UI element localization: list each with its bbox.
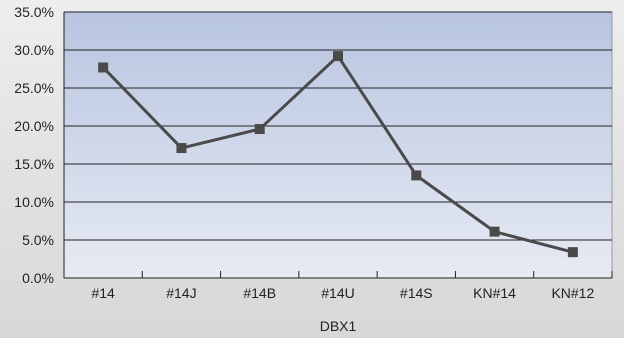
y-tick-label: 15.0%: [14, 156, 54, 172]
series-group: [98, 51, 578, 258]
y-tick-labels: 0.0% 5.0% 10.0% 15.0% 20.0% 25.0% 30.0% 35.0%: [14, 4, 54, 286]
x-axis-title: DBX1: [320, 318, 357, 334]
y-tick-label: 25.0%: [14, 80, 54, 96]
data-point-marker: [254, 124, 265, 135]
x-tick-label: #14S: [400, 285, 433, 301]
y-tick-label: 0.0%: [22, 270, 54, 286]
y-tick-label: 10.0%: [14, 194, 54, 210]
x-tick-label: #14U: [321, 285, 354, 301]
x-tick-label: #14J: [166, 285, 196, 301]
x-tick-label: #14: [91, 285, 115, 301]
x-tick-label: KN#12: [551, 285, 594, 301]
data-point-marker: [333, 51, 343, 62]
y-tick-label: 5.0%: [22, 232, 54, 248]
data-point-marker: [489, 226, 500, 237]
data-point-marker: [98, 62, 109, 73]
axes: [63, 12, 613, 279]
x-tick-label: KN#14: [473, 285, 516, 301]
y-tick-label: 30.0%: [14, 42, 54, 58]
y-tick-label: 35.0%: [14, 4, 54, 20]
data-point-marker: [176, 143, 187, 154]
y-tick-label: 20.0%: [14, 118, 54, 134]
data-point-marker: [411, 170, 422, 181]
data-point-marker: [567, 247, 578, 258]
x-tick-label: #14B: [243, 285, 276, 301]
x-tick-labels: #14 #14J #14B #14U #14S KN#14 KN#12: [91, 285, 594, 301]
